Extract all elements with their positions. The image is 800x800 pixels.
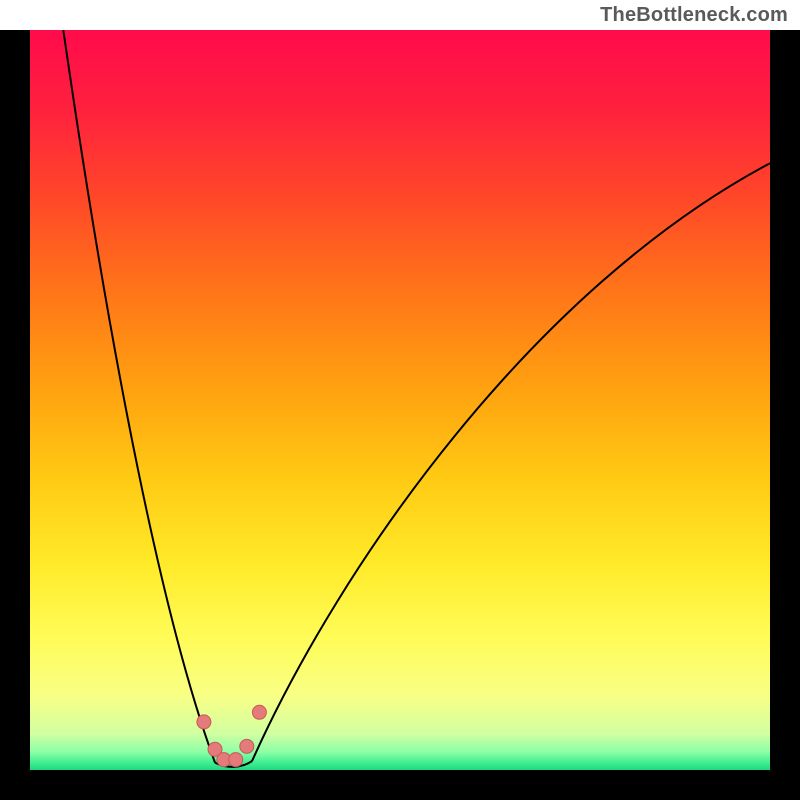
gradient-background <box>30 30 770 770</box>
chart-frame: TheBottleneck.com <box>0 0 800 800</box>
marker-point <box>229 753 243 767</box>
marker-point <box>240 739 254 753</box>
marker-point <box>252 705 266 719</box>
watermark-text: TheBottleneck.com <box>600 4 788 27</box>
marker-point <box>197 715 211 729</box>
plot-area <box>30 30 770 770</box>
chart-svg <box>30 30 770 770</box>
